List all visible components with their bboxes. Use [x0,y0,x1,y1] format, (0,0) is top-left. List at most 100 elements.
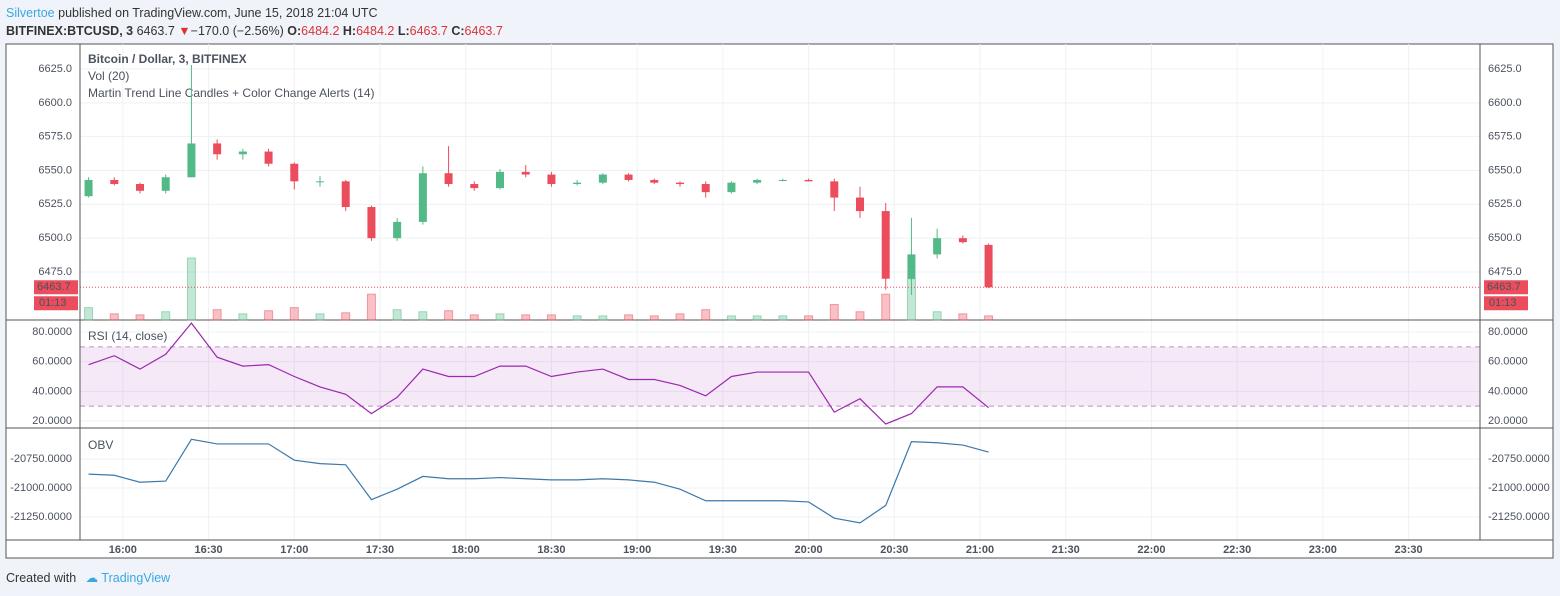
candle-body [136,184,144,191]
y-tick-label-left: 40.0000 [32,385,72,397]
legend-entry: Vol (20) [88,69,129,83]
pane-title: OBV [88,438,113,452]
volume-bar [546,314,556,321]
volume-bar [572,315,582,321]
volume-bar [418,311,428,321]
candle-body [933,238,942,255]
y-tick-label-right: 20.0000 [1488,415,1528,427]
y-tick-label-left: 6500.0 [38,232,72,244]
candle-body [624,174,633,180]
x-tick-label: 20:30 [880,544,908,556]
volume-bar [212,309,222,321]
candle-body [264,151,273,164]
footer: Created with ☁ TradingView [6,570,170,585]
symbol-line: BITFINEX:BTCUSD, 3 6463.7 ▼−170.0 (−2.56… [6,22,503,40]
volume-bar [932,311,942,321]
y-tick-label-right: 6625.0 [1488,63,1522,75]
volume-bar [598,315,608,321]
y-tick-label-right: 6475.0 [1488,266,1522,278]
c-label: C: [451,24,465,38]
price-tag-label: 6463.7 [37,281,71,293]
volume-bar [624,314,634,321]
candle-body [161,177,170,191]
y-tick-label-left: -21000.0000 [10,482,72,494]
indicator-line [88,438,989,524]
band-fill [80,346,1480,407]
volume-bar [469,314,479,321]
volume-bar [829,304,839,321]
candle-body [958,238,967,243]
y-tick-label-right: 60.0000 [1488,356,1528,368]
volume-bar [109,313,119,321]
y-tick-label-left: 6550.0 [38,164,72,176]
c: 6463.7 [464,24,503,38]
chart-frame [5,43,1554,559]
legend-entry: Martin Trend Line Candles + Color Change… [88,86,374,100]
y-tick-label-right: 80.0000 [1488,326,1528,338]
y-tick-label-right: -20750.0000 [1488,453,1550,465]
x-tick-label: 23:30 [1395,544,1423,556]
candle-body [984,244,993,288]
x-tick-label: 21:00 [966,544,994,556]
candle-body [521,171,530,175]
volume-bar [392,309,402,321]
countdown-label: 01:13 [1489,297,1517,309]
candle-body [547,174,556,185]
volume-bar [958,313,968,321]
volume-bar [521,314,531,321]
price-tag [1484,280,1528,295]
volume-bar [264,310,274,321]
y-tick-label-left: -20750.0000 [10,453,72,465]
y-tick-label-right: 6550.0 [1488,164,1522,176]
volume-bar [881,293,891,321]
l: 6463.7 [409,24,448,38]
header: Silvertoe published on TradingView.com, … [6,4,503,40]
candle-body [881,211,890,279]
volume-bar [135,314,145,321]
chart: 16:00 16:30 17:00 17:30 18:00 18:30 19:00 19:30… [5,43,1554,559]
author[interactable]: Silvertoe [6,6,55,20]
candle-body [856,197,864,212]
x-tick-label: 22:30 [1223,544,1251,556]
y-tick-label-right: 6600.0 [1488,97,1522,109]
candle-body [804,179,813,182]
brand-icon: ☁ [85,571,99,585]
candle-body [727,182,736,193]
volume-bar [778,315,788,321]
x-tick-label: 19:00 [623,544,651,556]
indicator-line [88,322,989,425]
candle-body [110,179,119,185]
candle-body [573,182,582,185]
l-label: L: [397,24,410,38]
volume-bar [315,313,325,321]
candle-body [290,163,299,182]
y-tick-label-left: 6575.0 [38,131,72,143]
candle-body [84,179,93,197]
price-tag-label: 6463.7 [1487,281,1521,293]
candle-body [676,182,684,185]
volume-bar [161,311,171,321]
footer-text: Created with [6,571,77,585]
volume-bar [984,315,994,321]
x-tick-label: 23:00 [1309,544,1337,556]
o-label: O: [287,24,302,38]
volume-bar [341,312,351,321]
o: 6484.2 [301,24,340,38]
y-tick-label-right: -21000.0000 [1488,482,1550,494]
volume-bar [495,313,505,321]
y-tick-label-right: 6525.0 [1488,198,1522,210]
price: 6463.7 [136,24,175,38]
volume-bar [186,257,196,321]
candle-body [470,184,479,189]
candle-body [444,173,453,185]
volume-bar [444,310,454,321]
y-tick-label-left: 6475.0 [38,266,72,278]
y-tick-label-right: -21250.0000 [1488,511,1550,523]
candle-body [238,151,247,155]
candle-body [187,143,196,178]
countdown-label: 01:13 [39,297,67,309]
y-tick-label-right: 6575.0 [1488,131,1522,143]
brand[interactable]: TradingView [101,571,171,585]
volume-bar [804,315,814,321]
volume-bar [84,307,94,321]
